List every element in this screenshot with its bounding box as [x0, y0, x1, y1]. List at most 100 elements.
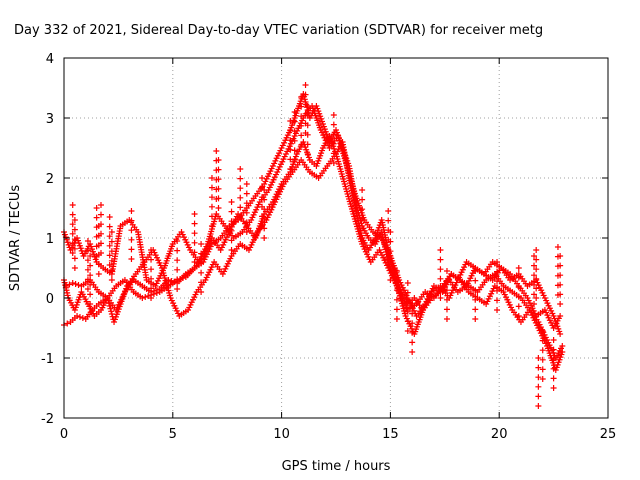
data-point-marker	[208, 184, 215, 191]
data-point-marker	[531, 262, 538, 269]
x-axis-label: GPS time / hours	[282, 459, 391, 474]
data-point-marker	[404, 280, 411, 286]
data-point-marker	[443, 277, 450, 284]
data-point-marker	[191, 249, 198, 256]
data-point-marker	[533, 256, 540, 263]
y-tick-label: 0	[46, 292, 54, 307]
data-point-marker	[535, 383, 542, 390]
data-point-marker	[409, 339, 416, 346]
data-point-marker	[330, 131, 337, 138]
data-point-marker	[393, 268, 400, 274]
data-point-marker	[148, 275, 155, 282]
ticks-layer: 0 5 10 15 20 25 -2 -1 0 1 2 3 4	[41, 52, 616, 442]
data-point-marker	[237, 185, 244, 192]
data-point-marker	[387, 267, 394, 274]
data-point-marker	[393, 296, 400, 303]
data-point-marker	[108, 238, 115, 245]
data-point-marker	[409, 301, 416, 307]
data-point-marker	[198, 250, 205, 257]
data-point-marker	[243, 219, 250, 226]
data-point-marker	[87, 281, 94, 288]
data-point-marker	[208, 213, 215, 220]
data-point-marker	[191, 220, 198, 227]
data-point-marker	[228, 227, 235, 234]
data-point-marker	[174, 276, 181, 283]
data-point-marker	[87, 291, 94, 298]
data-point-marker	[298, 103, 305, 110]
data-point-marker	[291, 128, 298, 135]
data-point-marker	[531, 253, 538, 259]
data-point-marker	[237, 204, 244, 211]
data-point-marker	[533, 275, 540, 282]
data-point-marker	[539, 366, 546, 373]
data-point-marker	[533, 295, 540, 301]
data-point-marker	[106, 233, 113, 240]
data-point-marker	[148, 295, 155, 301]
data-point-marker	[359, 196, 366, 203]
data-point-marker	[472, 306, 479, 313]
data-point-marker	[128, 246, 135, 253]
data-point-marker	[298, 122, 305, 129]
data-point-marker	[148, 266, 155, 273]
data-point-marker	[64, 320, 71, 327]
data-point-marker	[291, 118, 298, 125]
data-point-marker	[84, 257, 91, 264]
data-point-marker	[107, 305, 114, 312]
data-point-marker	[71, 255, 78, 262]
data-point-marker	[298, 94, 305, 100]
x-tick-label: 10	[273, 427, 290, 442]
data-point-marker	[97, 202, 104, 208]
series-spikes	[69, 82, 564, 409]
data-point-marker	[261, 235, 268, 241]
data-point-marker	[97, 211, 104, 218]
data-point-marker	[108, 267, 115, 274]
data-point-marker	[174, 238, 181, 244]
data-point-marker	[304, 141, 311, 148]
data-point-marker	[404, 308, 411, 315]
data-point-marker	[128, 236, 135, 243]
data-point-marker	[208, 223, 215, 229]
data-point-marker	[393, 316, 400, 322]
data-point-marker	[243, 200, 250, 207]
data-point-marker	[208, 194, 215, 201]
data-point-marker	[393, 277, 400, 284]
data-point-marker	[215, 195, 222, 202]
data-point-marker	[535, 374, 542, 381]
grid-layer	[64, 58, 608, 418]
data-point-marker	[298, 142, 305, 148]
data-point-marker	[409, 329, 416, 336]
data-point-marker	[550, 356, 557, 363]
x-tick-label: 15	[382, 427, 399, 442]
data-point-marker	[191, 259, 198, 265]
data-point-marker	[105, 297, 112, 304]
data-point-marker	[106, 242, 113, 249]
data-point-marker	[385, 217, 392, 224]
y-tick-label: 3	[46, 112, 54, 127]
data-point-marker	[71, 245, 78, 252]
data-point-marker	[559, 349, 566, 355]
x-tick-label: 5	[169, 427, 177, 442]
data-point-marker	[554, 244, 561, 250]
data-point-marker	[215, 157, 222, 163]
data-point-marker	[215, 166, 222, 173]
data-point-marker	[108, 257, 115, 264]
data-point-marker	[404, 299, 411, 306]
data-point-marker	[387, 277, 394, 283]
data-point-marker	[393, 287, 400, 294]
data-point-marker	[84, 286, 91, 292]
data-point-marker	[559, 343, 566, 349]
data-point-marker	[139, 295, 146, 301]
data-point-marker	[409, 349, 416, 355]
data-point-marker	[330, 150, 337, 157]
data-point-marker	[237, 175, 244, 182]
data-point-marker	[298, 132, 305, 139]
data-point-marker	[359, 187, 366, 193]
y-tick-label: 2	[46, 172, 54, 187]
data-point-marker	[198, 279, 205, 286]
data-point-marker	[385, 208, 392, 214]
data-point-marker	[302, 91, 309, 98]
data-point-marker	[304, 151, 311, 157]
data-point-marker	[539, 356, 546, 363]
data-point-marker	[179, 275, 186, 281]
x-tick-label: 0	[60, 427, 68, 442]
